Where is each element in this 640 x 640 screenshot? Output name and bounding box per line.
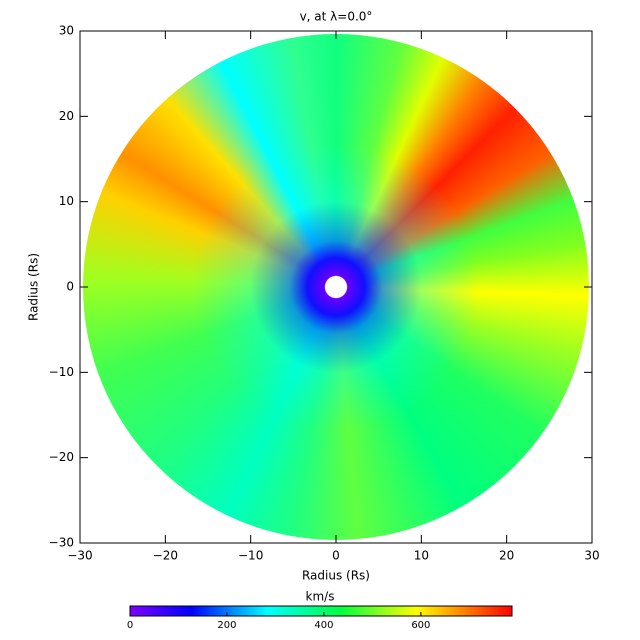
chart-title: v, at λ=0.0°	[300, 10, 373, 24]
y-tick-label: −30	[49, 536, 74, 550]
plot-frame	[79, 30, 593, 544]
x-tick-label: 30	[584, 549, 599, 563]
colorbar	[129, 605, 513, 617]
y-axis-label: Radius (Rs)	[27, 253, 41, 321]
x-tick-label: −30	[67, 549, 92, 563]
y-tick-label: 30	[59, 24, 74, 38]
colorbar-tick-label: 600	[411, 620, 430, 631]
y-tick-label: −20	[49, 450, 74, 464]
colorbar-tick-label: 200	[217, 620, 236, 631]
colorbar-label: km/s	[306, 590, 335, 604]
x-tick-label: 20	[499, 549, 514, 563]
x-tick-label: −10	[238, 549, 263, 563]
x-tick-label: −20	[153, 549, 178, 563]
colorbar-tick-label: 0	[127, 620, 133, 631]
y-tick-label: −10	[49, 365, 74, 379]
y-tick-label: 0	[66, 280, 74, 294]
x-tick-label: 0	[332, 549, 340, 563]
velocity-field	[83, 34, 589, 540]
y-tick-label: 20	[59, 109, 74, 123]
x-tick-label: 10	[414, 549, 429, 563]
x-axis-label: Radius (Rs)	[302, 569, 370, 583]
y-tick-label: 10	[59, 194, 74, 208]
colorbar-tick-label: 400	[314, 620, 333, 631]
